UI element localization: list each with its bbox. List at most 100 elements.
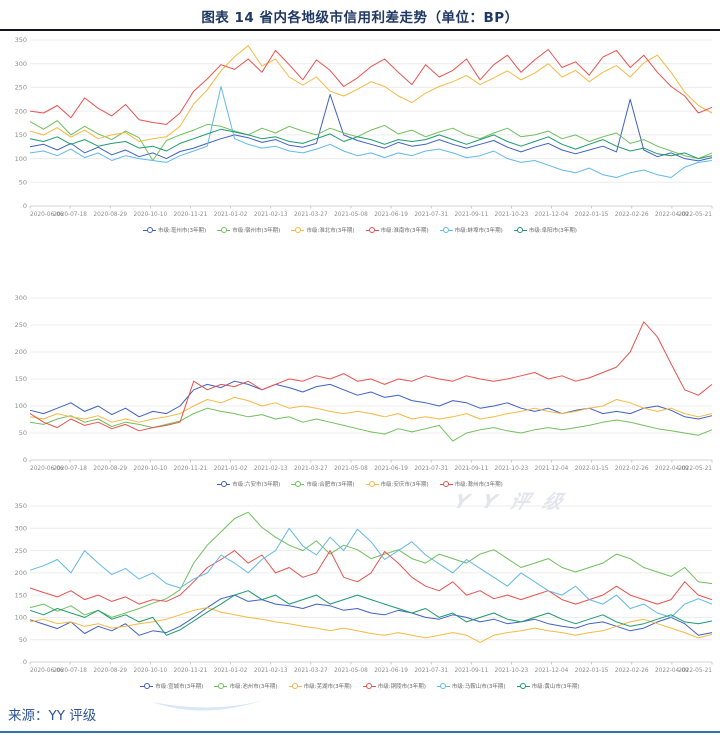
legend-label: 市级:淮北市(3年期)	[306, 228, 355, 234]
y-tick-label: 200	[15, 348, 27, 356]
legend-item: 市级:六安市(3年期)	[217, 480, 280, 488]
source-caption: 来源：YY 评级	[8, 708, 97, 724]
legend-label: 市级:亳州市(3年期)	[158, 228, 207, 234]
x-tick-label: 2021-07-31	[414, 466, 448, 472]
legend-label: 市级:淮南市(3年期)	[380, 228, 429, 234]
x-tick-label: 2021-03-27	[294, 212, 328, 218]
legend-marker-icon	[140, 683, 154, 690]
legend-item: 市级:阜阳市(3年期)	[513, 226, 577, 234]
x-tick-label: 2021-09-11	[454, 212, 488, 218]
legend-item: 市级:蚌埠市(3年期)	[439, 226, 503, 234]
legend-item: 市级:铜陵市(3年期)	[362, 682, 426, 690]
x-tick-label: 2021-09-11	[454, 668, 488, 674]
legend-label: 市级:合肥市(3年期)	[306, 482, 355, 488]
legend-marker-icon	[513, 227, 527, 234]
y-tick-label: 300	[15, 294, 27, 302]
legend-dot	[443, 227, 450, 233]
legend-marker-icon	[217, 481, 231, 488]
legend-dot	[294, 227, 301, 233]
x-tick-label: 2022-04-09	[655, 466, 689, 472]
x-tick-label: 2020-08-29	[93, 212, 127, 218]
y-tick-label: 250	[15, 84, 27, 92]
chart-block-3: 0 50 100 150 200 250 300 350 2020-06-06 2020-07-1…	[4, 500, 716, 690]
x-tick-label: 2020-11-21	[174, 466, 208, 472]
x-tick-label: 2020-07-18	[53, 668, 87, 674]
x-tick-label: 2020-08-29	[93, 668, 127, 674]
chart-block-1: 0 50 100 150 200 250 300 350 2020-06-06 2020-07-1…	[4, 34, 716, 234]
y-tick-label: 150	[15, 131, 27, 139]
x-tick-label: 2021-01-02	[214, 668, 248, 674]
series-line	[29, 590, 713, 636]
y-tick-label: 100	[15, 155, 27, 163]
series-line	[29, 128, 713, 160]
series-line	[29, 594, 713, 636]
y-tick-label: 200	[15, 569, 27, 577]
legend-marker-icon	[365, 227, 379, 234]
y-tick-label: 50	[19, 178, 27, 186]
legend-label: 市级:马鞍山市(3年期)	[451, 684, 506, 690]
x-tick-label: 2021-01-02	[214, 212, 248, 218]
x-tick-label: 2021-06-19	[374, 212, 408, 218]
series-line	[29, 396, 713, 423]
x-tick-label: 2021-03-27	[294, 668, 328, 674]
x-tick-label: 2021-12-04	[535, 466, 569, 472]
legend-dot	[443, 481, 450, 487]
y-tick-label: 150	[15, 591, 27, 599]
legend-chart-2: 市级:六安市(3年期) 市级:合肥市(3年期) 市级:安庆市(3年期) 市级:滁州市(…	[4, 480, 716, 488]
legend-item: 市级:安庆市(3年期)	[365, 480, 429, 488]
series-line	[29, 527, 713, 618]
legend-marker-icon	[143, 227, 157, 234]
legend-marker-icon	[436, 683, 450, 690]
legend-marker-icon	[214, 683, 228, 690]
x-tick-label: 2021-02-13	[254, 212, 288, 218]
legend-dot	[220, 481, 227, 487]
x-tick-label: 2020-07-18	[53, 466, 87, 472]
x-tick-label: 2021-10-23	[495, 212, 529, 218]
x-tick-label: 2021-06-19	[374, 466, 408, 472]
legend-label: 市级:铜陵市(3年期)	[377, 684, 426, 690]
y-tick-label: 50	[19, 429, 27, 437]
legend-label: 市级:芜湖市(3年期)	[303, 684, 352, 690]
y-tick-label: 0	[23, 456, 27, 464]
legend-chart-3: 市级:宣城市(3年期) 市级:池州市(3年期) 市级:芜湖市(3年期) 市级:铜陵市(…	[4, 682, 716, 690]
y-tick-label: 0	[23, 202, 27, 210]
x-tick-label: 2022-04-09	[655, 668, 689, 674]
series-line	[29, 94, 713, 162]
legend-dot	[292, 683, 299, 689]
y-tick-label: 0	[23, 658, 27, 666]
x-tick-label: 2020-06-06	[30, 668, 64, 674]
bottom-divider	[0, 731, 720, 733]
legend-dot	[366, 683, 373, 689]
x-tick-label: 2021-10-23	[495, 466, 529, 472]
x-tick-label: 2021-09-11	[454, 466, 488, 472]
legend-dot	[440, 683, 447, 689]
x-tick-label: 2021-03-27	[294, 466, 328, 472]
legend-marker-icon	[365, 481, 379, 488]
legend-label: 市级:黄山市(3年期)	[531, 684, 580, 690]
x-tick-label: 2020-10-10	[134, 466, 168, 472]
x-tick-label: 2021-07-31	[414, 668, 448, 674]
series-line	[29, 45, 713, 142]
legend-item: 市级:亳州市(3年期)	[143, 226, 206, 234]
x-tick-label: 2021-05-08	[334, 212, 368, 218]
y-tick-label: 300	[15, 524, 27, 532]
legend-marker-icon	[291, 481, 305, 488]
series-line	[29, 607, 713, 643]
series-line	[29, 407, 713, 442]
legend-item: 市级:池州市(3年期)	[214, 682, 278, 690]
x-tick-label: 2022-01-15	[575, 212, 609, 218]
x-tick-label: 2020-10-10	[134, 668, 168, 674]
line-chart-south-cities: 0 50 100 150 200 250 300 350 2020-06-062020-07-1…	[15, 502, 713, 674]
legend-dot	[143, 683, 150, 689]
line-chart-north-cities: 0 50 100 150 200 250 300 350 2020-06-062020-07-1…	[15, 36, 713, 218]
series-line	[29, 380, 713, 420]
legend-chart-1: 市级:亳州市(3年期) 市级:宿州市(3年期) 市级:淮北市(3年期) 市级:淮南市(…	[4, 226, 716, 234]
x-tick-label: 2021-06-19	[374, 668, 408, 674]
chart-block-2: 0 50 100 150 200 250 300 2020-06-06 2020-07-18 20…	[4, 292, 716, 488]
legend-item: 市级:滁州市(3年期)	[439, 480, 503, 488]
y-tick-label: 200	[15, 107, 27, 115]
x-tick-label: 2020-06-06	[30, 466, 64, 472]
legend-label: 市级:六安市(3年期)	[232, 482, 281, 488]
